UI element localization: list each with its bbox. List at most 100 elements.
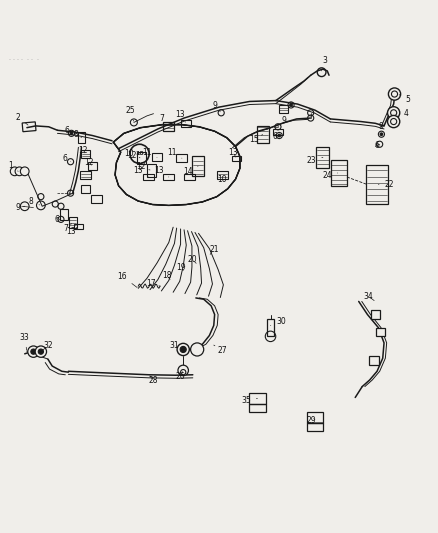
Bar (78, 132, 85, 143)
Bar (217, 171, 228, 179)
Text: 6: 6 (54, 215, 60, 224)
Bar (60, 208, 68, 220)
Bar (81, 185, 90, 193)
Circle shape (278, 134, 281, 137)
Bar (307, 423, 323, 431)
Text: 35: 35 (241, 397, 258, 406)
Circle shape (28, 346, 39, 357)
Bar (369, 356, 379, 365)
Bar (267, 319, 275, 336)
Circle shape (388, 116, 400, 128)
Circle shape (130, 144, 149, 164)
Text: 12: 12 (78, 146, 88, 155)
Circle shape (177, 343, 189, 356)
Text: 13: 13 (175, 110, 185, 122)
Bar (181, 120, 191, 126)
Text: 6: 6 (272, 132, 278, 141)
Text: 10: 10 (135, 151, 144, 156)
Circle shape (180, 346, 186, 352)
Text: 28: 28 (149, 376, 158, 385)
Text: 13: 13 (67, 227, 77, 236)
Circle shape (35, 346, 46, 357)
Bar (22, 122, 36, 132)
Text: 12: 12 (137, 163, 150, 172)
Circle shape (290, 103, 292, 106)
Text: 18: 18 (162, 271, 171, 280)
Text: 15: 15 (249, 134, 263, 143)
Text: 33: 33 (20, 333, 30, 350)
Bar (152, 154, 162, 161)
Text: 12: 12 (84, 158, 94, 167)
Bar (81, 150, 90, 158)
Bar (74, 224, 83, 229)
Text: 11: 11 (167, 148, 182, 158)
Text: 2: 2 (16, 112, 28, 125)
Text: 30: 30 (271, 317, 286, 326)
Text: 25: 25 (126, 106, 136, 121)
Text: 9: 9 (212, 101, 220, 112)
Text: 6: 6 (65, 126, 70, 135)
Text: 4: 4 (398, 109, 408, 118)
Circle shape (70, 132, 73, 135)
Bar (249, 405, 266, 413)
Text: 13: 13 (134, 166, 148, 177)
Text: 12: 12 (127, 151, 140, 160)
Text: 26: 26 (176, 372, 185, 381)
Text: 11: 11 (142, 148, 157, 157)
Bar (147, 164, 155, 176)
Text: 17: 17 (147, 279, 160, 288)
Text: 6: 6 (374, 141, 379, 150)
Text: 8: 8 (29, 197, 39, 206)
Text: 10: 10 (218, 175, 227, 184)
Text: 27: 27 (214, 345, 227, 355)
Bar (91, 195, 102, 203)
Text: 10: 10 (125, 149, 138, 158)
Circle shape (191, 343, 204, 356)
Text: 14: 14 (183, 166, 198, 176)
Bar (232, 156, 241, 161)
Circle shape (380, 133, 383, 135)
Text: 6: 6 (63, 154, 71, 163)
Circle shape (15, 167, 24, 176)
Text: 32: 32 (42, 342, 53, 351)
Text: 34: 34 (364, 292, 374, 301)
Bar (331, 159, 347, 185)
Circle shape (20, 167, 29, 176)
Text: 8: 8 (74, 130, 81, 139)
Bar (81, 171, 91, 179)
Bar (184, 174, 195, 180)
Circle shape (389, 88, 401, 100)
Bar (371, 310, 380, 319)
Bar (249, 393, 266, 404)
Bar (316, 147, 329, 168)
Text: 24: 24 (322, 171, 338, 180)
Circle shape (38, 349, 43, 354)
Text: 9: 9 (16, 203, 25, 212)
Bar (376, 328, 385, 336)
Text: 9: 9 (278, 116, 286, 127)
Text: 3: 3 (321, 56, 327, 71)
Circle shape (31, 349, 36, 354)
Bar (279, 106, 288, 113)
Bar (163, 123, 174, 131)
Bar (366, 165, 388, 204)
Text: 22: 22 (378, 180, 394, 189)
Bar (307, 411, 323, 423)
Text: 29: 29 (307, 416, 316, 425)
Text: 31: 31 (170, 342, 183, 351)
Text: 16: 16 (117, 272, 137, 287)
Text: . . . .  . .  .: . . . . . . . (10, 56, 39, 61)
Text: 9: 9 (379, 122, 384, 134)
Bar (137, 152, 146, 164)
Bar (163, 174, 174, 180)
Bar (177, 154, 187, 162)
Bar (69, 217, 77, 228)
Circle shape (11, 167, 19, 176)
Text: 13: 13 (154, 166, 169, 177)
Text: 23: 23 (307, 156, 323, 165)
Text: 7: 7 (160, 115, 168, 126)
Circle shape (388, 107, 400, 119)
Text: 5: 5 (399, 95, 410, 104)
Text: 1: 1 (8, 161, 18, 171)
Text: 7: 7 (63, 223, 71, 232)
